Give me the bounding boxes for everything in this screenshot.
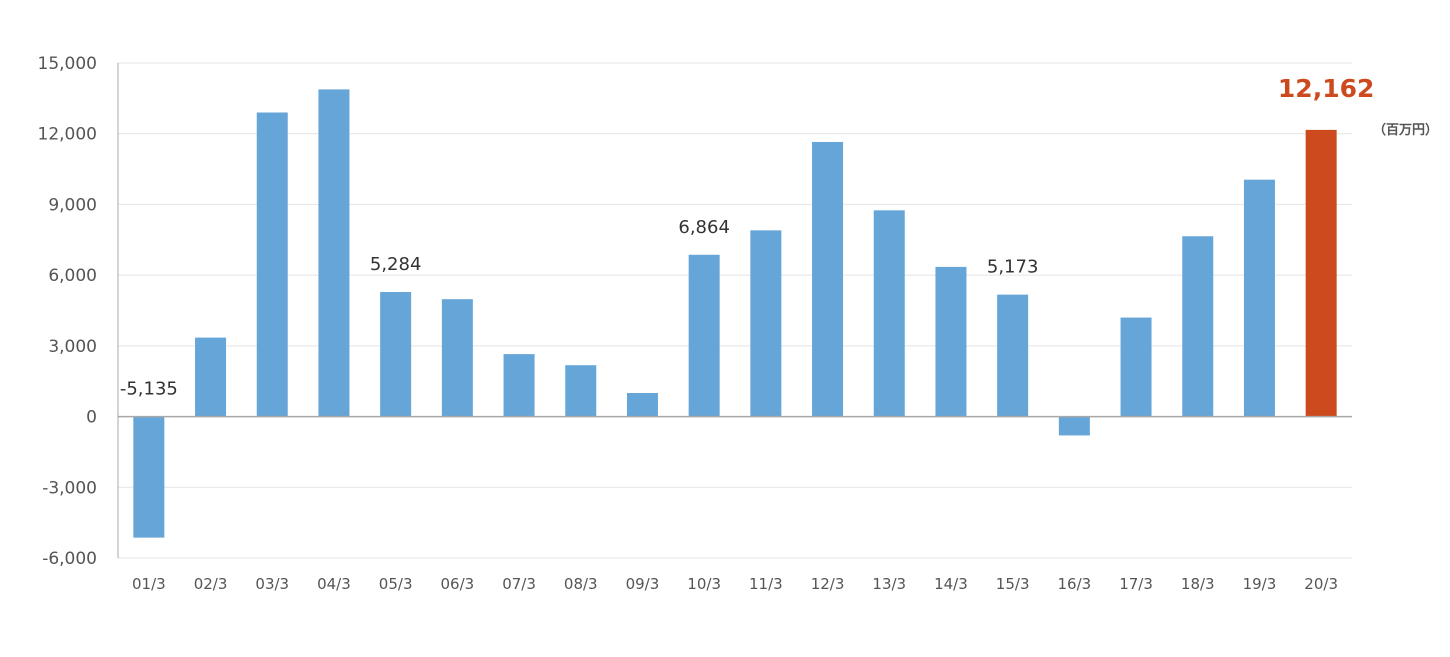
x-tick-label: 12/3 [811,575,845,593]
highlight-value-label: 12,162 [1278,74,1374,103]
x-tick-label: 14/3 [934,575,968,593]
bar-19-3 [1243,179,1275,417]
bar-16-3 [1058,416,1090,436]
y-tick-label: 12,000 [38,125,97,145]
y-tick-label: 6,000 [48,266,97,286]
y-axis-tick-labels: -6,000 -3,000 0 3,000 6,000 9,000 12,000 15,000 [38,54,97,569]
unit-label: （百万円） [1373,122,1438,138]
x-tick-label: 05/3 [379,575,413,593]
x-tick-label: 20/3 [1304,575,1338,593]
bars [133,89,1337,538]
x-tick-label: 02/3 [194,575,228,593]
bar-18-3 [1182,236,1214,417]
data-label: 5,173 [987,257,1039,278]
data-label: -5,135 [120,379,178,400]
bar-04-3 [318,89,350,417]
bar-13-3 [873,210,905,417]
x-tick-label: 09/3 [626,575,660,593]
x-tick-label: 04/3 [317,575,351,593]
y-tick-label: 9,000 [48,195,97,215]
y-tick-label: -3,000 [42,478,97,498]
x-tick-label: 19/3 [1243,575,1277,593]
bar-07-3 [503,354,535,417]
bar-05-3 [380,292,412,417]
bar-15-3 [997,294,1029,417]
y-tick-label: 3,000 [48,337,97,357]
bar-01-3 [133,416,165,538]
bar-02-3 [195,337,227,417]
x-tick-label: 01/3 [132,575,166,593]
bar-06-3 [441,299,473,417]
x-tick-label: 16/3 [1058,575,1092,593]
bar-20-3 [1305,129,1337,417]
bar-12-3 [812,141,844,417]
bar-17-3 [1120,317,1152,417]
y-tick-label: -6,000 [42,549,97,569]
x-tick-label: 15/3 [996,575,1030,593]
bar-11-3 [750,230,782,417]
bar-10-3 [688,254,720,417]
y-tick-label: 0 [86,408,97,428]
x-tick-label: 06/3 [441,575,475,593]
bar-09-3 [626,393,658,417]
bar-03-3 [256,112,288,417]
x-tick-label: 11/3 [749,575,783,593]
x-axis-tick-labels: 01/3 02/3 03/3 04/3 05/3 06/3 07/3 08/3 09/3 10/3… [132,575,1338,593]
data-label: 5,284 [370,254,422,275]
data-labels: -5,135 5,284 6,864 5,173 [120,217,1039,400]
x-tick-label: 07/3 [502,575,536,593]
bar-14-3 [935,266,967,417]
x-tick-label: 17/3 [1119,575,1153,593]
gridlines [117,62,1352,559]
y-tick-label: 15,000 [38,54,97,74]
data-label: 6,864 [678,217,730,238]
x-tick-label: 13/3 [872,575,906,593]
x-tick-label: 08/3 [564,575,598,593]
bar-08-3 [565,365,597,417]
x-tick-label: 10/3 [687,575,721,593]
x-tick-label: 03/3 [255,575,289,593]
x-tick-label: 18/3 [1181,575,1215,593]
